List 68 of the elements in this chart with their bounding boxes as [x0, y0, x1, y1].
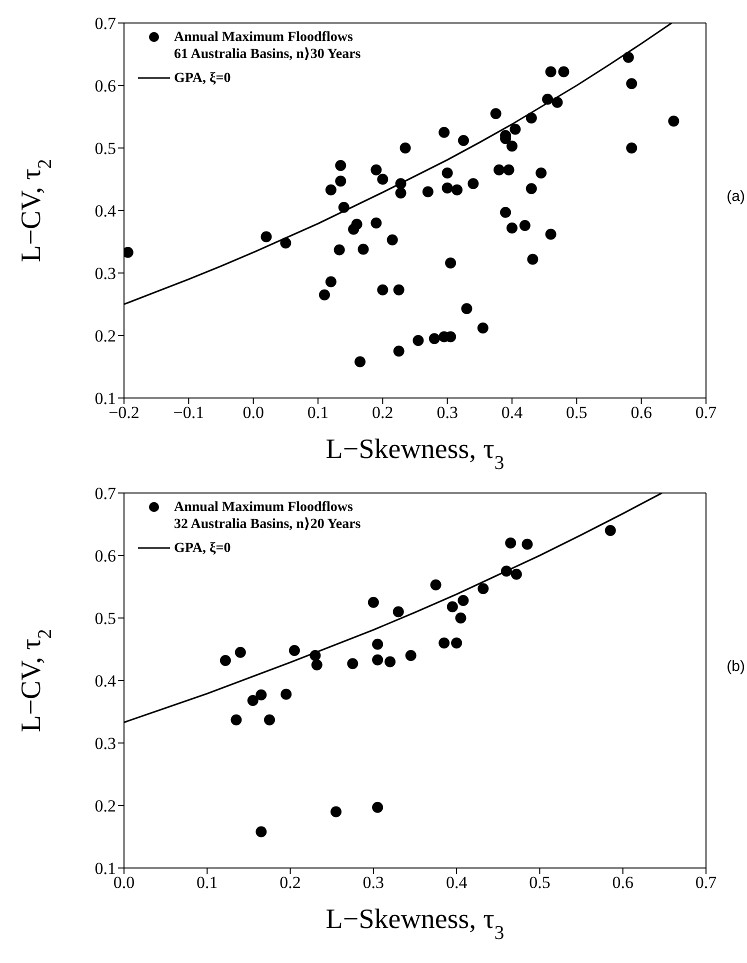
x-tick-label: 0.2: [372, 403, 394, 422]
x-tick-label: 0.5: [566, 403, 588, 422]
x-tick-label: 0.1: [196, 873, 218, 892]
y-tick-label: 0.7: [94, 484, 116, 504]
point: [405, 650, 416, 661]
x-tick-label: 0.2: [280, 873, 301, 892]
legend-label: Annual Maximum Floodflows 32 Australia Basins, n⟩20 Years: [174, 500, 361, 533]
y-tick-label: 0.3: [94, 734, 116, 754]
x-tick-label: 0.7: [695, 873, 718, 892]
legend-label: GPA, ξ=0: [174, 71, 231, 87]
point: [256, 689, 267, 700]
point: [505, 538, 516, 548]
point: [455, 612, 466, 624]
x-tick-label: 0.4: [446, 873, 468, 892]
y-tick-label: 0.6: [94, 76, 116, 96]
point: [347, 658, 358, 670]
point: [522, 538, 533, 550]
x-tick-label: 0.6: [612, 873, 634, 892]
point: [372, 638, 384, 650]
legend-label: GPA, ξ=0: [174, 541, 231, 557]
x-tick-label: 0.5: [529, 873, 550, 892]
point: [510, 568, 522, 580]
x-tick-label: 0.0: [242, 403, 264, 422]
point: [368, 596, 379, 608]
point: [330, 806, 342, 818]
point: [280, 688, 292, 700]
x-tick-label: 0.7: [695, 403, 718, 422]
x-axis-title: L−Skewness, τ$_{3}$: [326, 904, 504, 944]
y-tick-label: 0.7: [94, 14, 116, 34]
x-tick-label: 0.3: [436, 403, 458, 422]
x-tick-label: 0.4: [501, 403, 524, 422]
x-axis-title: L−Skewness, τ$_{3}$: [326, 434, 504, 474]
x-tick-label: 0.1: [307, 403, 329, 422]
point: [311, 659, 322, 670]
point: [264, 714, 275, 726]
y-tick-label: 0.4: [94, 672, 116, 691]
point: [446, 601, 458, 612]
point: [451, 638, 462, 648]
text: (a): [726, 188, 745, 205]
point: [458, 595, 469, 606]
point: [234, 646, 246, 658]
text: (b): [726, 658, 745, 675]
point: [220, 655, 231, 666]
x-tick-label: 0.6: [630, 403, 652, 422]
y-tick-label: 0.6: [94, 546, 116, 566]
point: [372, 802, 384, 813]
y-tick-label: 0.5: [94, 139, 116, 158]
y-tick-label: 0.2: [94, 326, 116, 346]
legend-label: Annual Maximum Floodflows 61 Australia Basins, n⟩30 Years: [174, 30, 361, 63]
x-tick-label: −0.1: [173, 403, 204, 422]
point: [430, 579, 442, 590]
y-tick-label: 0.5: [94, 609, 116, 628]
y-tick-label: 0.1: [94, 859, 116, 878]
point: [372, 654, 384, 666]
x-tick-label: 0.0: [113, 873, 135, 892]
point: [604, 525, 616, 536]
point: [288, 645, 300, 656]
point: [438, 638, 450, 648]
y-tick-label: 0.2: [94, 796, 116, 816]
point: [384, 656, 396, 668]
point: [230, 714, 242, 726]
point: [392, 606, 404, 618]
y-tick-label: 0.3: [94, 264, 116, 284]
point: [256, 826, 267, 838]
point: [478, 583, 489, 594]
y-tick-label: 0.4: [94, 202, 116, 221]
point: [247, 695, 258, 706]
x-tick-label: 0.3: [362, 873, 384, 892]
